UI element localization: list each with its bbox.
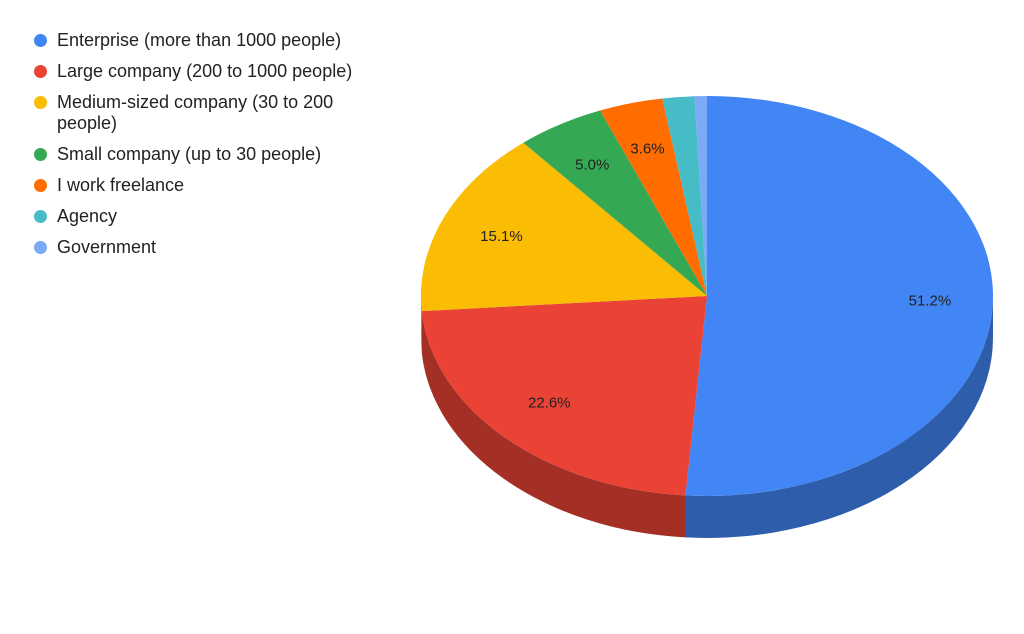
data-label: 5.0% <box>575 157 609 174</box>
slice <box>523 110 707 296</box>
legend-label: Enterprise (more than 1000 people) <box>57 30 342 50</box>
legend-swatch <box>34 148 47 161</box>
legend-label: Agency <box>57 206 118 226</box>
legend-item: Enterprise (more than 1000 people) <box>32 30 362 51</box>
data-label: 3.6% <box>630 140 664 157</box>
legend-swatch <box>34 210 47 223</box>
legend-item: Small company (up to 30 people) <box>32 144 362 165</box>
legend-label: I work freelance <box>57 175 185 195</box>
slice <box>662 96 707 296</box>
slice-side <box>685 296 993 538</box>
legend-swatch <box>34 96 47 109</box>
legend-label: Small company (up to 30 people) <box>57 144 322 164</box>
slice <box>694 96 707 296</box>
legend-label: Large company (200 to 1000 people) <box>57 61 353 81</box>
legend-label: Government <box>57 237 157 257</box>
legend-swatch <box>34 179 47 192</box>
slice <box>421 142 707 312</box>
data-label: 22.6% <box>528 394 571 411</box>
legend-item: Government <box>32 237 362 258</box>
legend-item: Agency <box>32 206 362 227</box>
slice <box>600 98 707 296</box>
legend-item: I work freelance <box>32 175 362 196</box>
slice <box>421 296 707 496</box>
data-label: 15.1% <box>480 228 523 245</box>
slice <box>685 96 993 496</box>
legend: Enterprise (more than 1000 people) Large … <box>32 30 362 268</box>
legend-swatch <box>34 65 47 78</box>
legend-swatch <box>34 34 47 47</box>
legend-label: Medium-sized company (30 to 200 people) <box>57 92 334 133</box>
legend-item: Medium-sized company (30 to 200 people) <box>32 92 362 134</box>
legend-item: Large company (200 to 1000 people) <box>32 61 362 82</box>
data-label: 51.2% <box>909 293 952 310</box>
slice-side <box>421 311 686 538</box>
legend-swatch <box>34 241 47 254</box>
slice-side <box>421 296 422 354</box>
